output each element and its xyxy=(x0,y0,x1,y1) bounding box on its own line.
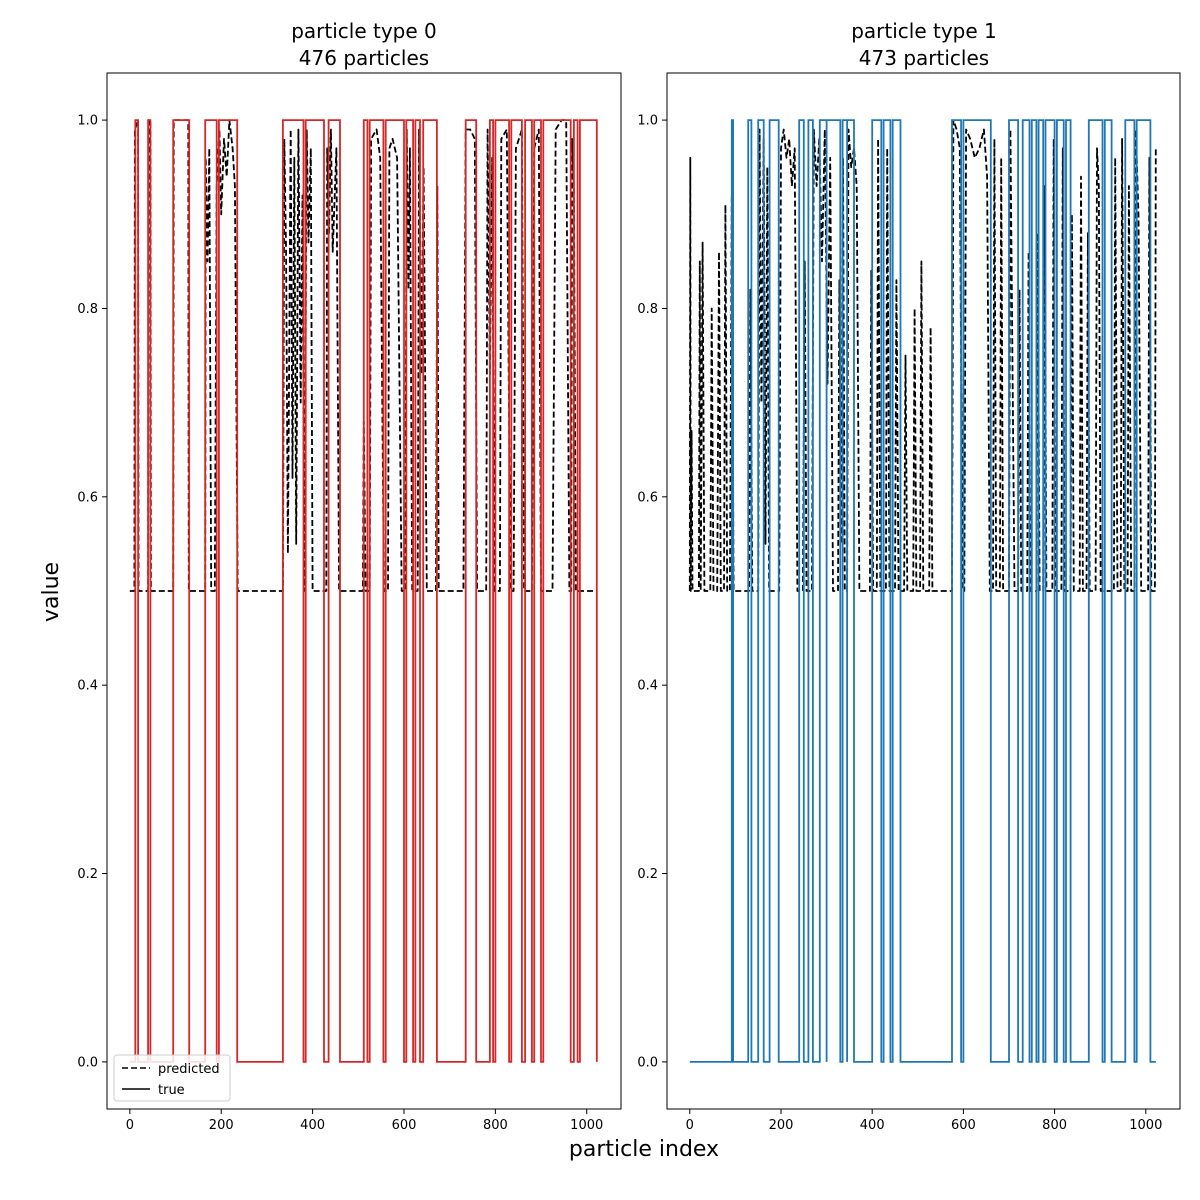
panel-0-xtick-label: 600 xyxy=(392,1118,417,1133)
panel-0-ytick-label: 0.2 xyxy=(77,867,98,882)
panel-0-ytick-label: 0.6 xyxy=(77,490,98,505)
panel-1-xtick-label: 400 xyxy=(860,1118,885,1133)
panel-1-predicted-line xyxy=(688,119,1157,592)
panel-0-ytick-label: 0.0 xyxy=(77,1055,98,1070)
panel-0: particle type 0 476 particles 0.00.20.40… xyxy=(77,19,622,1133)
panel-1: particle type 1 473 particles 0.00.20.40… xyxy=(637,19,1181,1133)
panel-0-x-ticks: 0 200 400 600 800 1000 xyxy=(126,1109,603,1133)
panel-0-y-ticks: 0.0 0.2 0.4 0.6 0.8 1.0 xyxy=(77,114,107,1070)
panel-1-ytick-label: 0.0 xyxy=(637,1055,658,1070)
panel-1-xtick-label: 1000 xyxy=(1129,1118,1162,1133)
panel-0-ytick-label: 0.8 xyxy=(77,302,98,317)
panel-1-xtick-label: 600 xyxy=(951,1118,976,1133)
panel-0-axes-frame xyxy=(106,72,622,1110)
panel-1-title-line1: particle type 1 xyxy=(851,19,997,43)
panel-0-title-line2: 476 particles xyxy=(299,46,429,70)
panel-1-ytick-label: 0.6 xyxy=(637,490,658,505)
panel-0-xtick-label: 200 xyxy=(209,1118,234,1133)
panel-1-true-line xyxy=(689,119,1156,1063)
panel-0-xtick-label: 400 xyxy=(300,1118,325,1133)
panel-1-xtick-label: 800 xyxy=(1042,1118,1067,1133)
y-axis-label: value xyxy=(39,562,64,622)
panel-1-axes-frame xyxy=(666,72,1181,1110)
legend-true-label: true xyxy=(158,1083,185,1098)
panel-1-title-line2: 473 particles xyxy=(859,46,989,70)
panel-1-ytick-label: 0.8 xyxy=(637,302,658,317)
panel-0-xtick-label: 1000 xyxy=(570,1118,603,1133)
panel-0-title-line1: particle type 0 xyxy=(291,19,437,43)
panel-0-xtick-label: 800 xyxy=(483,1118,508,1133)
panel-1-xtick-label: 0 xyxy=(686,1118,694,1133)
panel-1-series xyxy=(688,119,1157,1063)
panel-0-xtick-label: 0 xyxy=(126,1118,134,1133)
legend-predicted-label: predicted xyxy=(158,1062,220,1077)
panel-0-ytick-label: 1.0 xyxy=(77,114,98,129)
panel-1-ytick-label: 0.2 xyxy=(637,867,658,882)
panel-1-xtick-label: 200 xyxy=(769,1118,794,1133)
x-axis-label: particle index xyxy=(569,1137,719,1162)
panel-1-ytick-label: 1.0 xyxy=(637,114,658,129)
panel-0-series xyxy=(129,119,598,1063)
panel-0-true-line xyxy=(129,119,598,1063)
panel-1-x-ticks: 0 200 400 600 800 1000 xyxy=(686,1109,1162,1133)
panel-1-y-ticks: 0.0 0.2 0.4 0.6 0.8 1.0 xyxy=(637,114,667,1070)
panel-0-ytick-label: 0.4 xyxy=(77,679,98,694)
panel-1-ytick-label: 0.4 xyxy=(637,679,658,694)
legend: predicted true xyxy=(113,1054,231,1102)
